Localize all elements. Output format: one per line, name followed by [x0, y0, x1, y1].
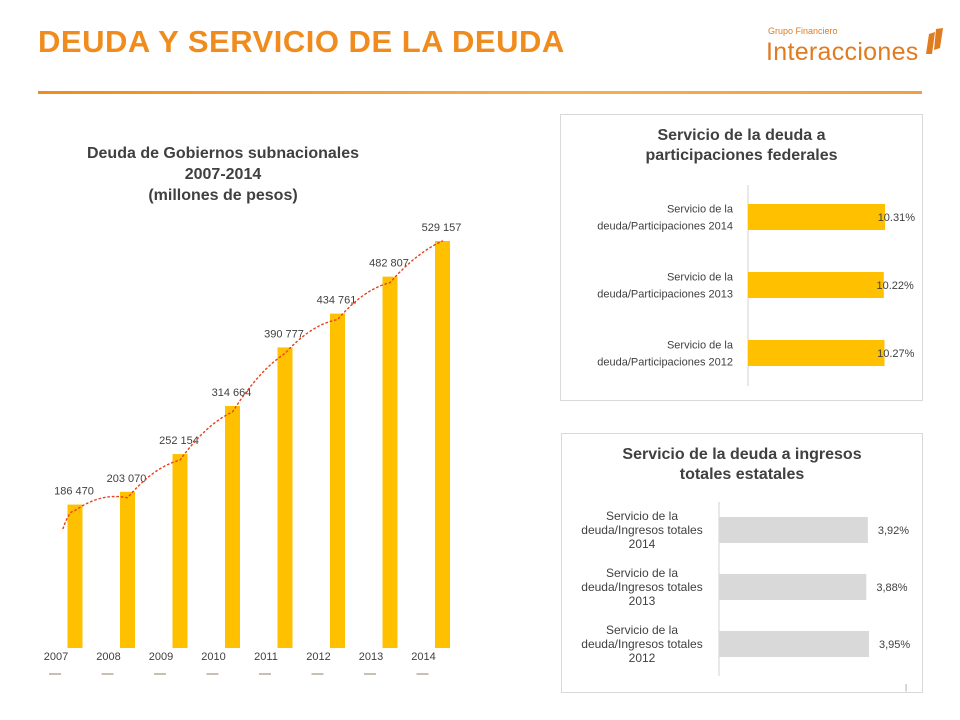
debt-bar-chart: Deuda de Gobiernos subnacionales 2007-201…: [44, 145, 462, 675]
debt-value-label: 390 777: [264, 328, 304, 340]
debt-year-label: 2009: [149, 651, 173, 663]
hbar-category-label: Servicio de la: [667, 204, 734, 216]
debt-bar: [225, 405, 240, 648]
hbar-category-label: deuda/Participaciones 2013: [597, 289, 733, 301]
page-title: DEUDA Y SERVICIO DE LA DEUDA: [38, 24, 565, 59]
brand-logo: Grupo Financiero Interacciones: [766, 26, 946, 66]
debt-year-label: 2012: [306, 651, 330, 663]
debt-value-label: 482 807: [369, 258, 409, 270]
debt-tick-mark: [154, 673, 166, 675]
debt-bar: [120, 491, 135, 648]
hbar: [748, 340, 885, 366]
debt-year-label: 2013: [359, 651, 383, 663]
hbar-category-label: Servicio de la: [667, 340, 734, 352]
debt-bar: [67, 504, 83, 648]
page-marker: |: [905, 683, 908, 692]
ingresos-title: Servicio de la deuda a ingresos totales …: [562, 445, 922, 485]
debt-value-label: 434 761: [317, 295, 357, 307]
hbar-category-label: deuda/Participaciones 2012: [597, 357, 733, 369]
hbar-category-label: deuda/Ingresos totales: [581, 580, 702, 594]
debt-tick-mark: [259, 673, 271, 675]
debt-trendline: [62, 240, 444, 530]
logo-wordmark: Interacciones: [766, 38, 919, 66]
debt-chart-title: (millones de pesos): [148, 187, 297, 204]
debt-chart-title: Deuda de Gobiernos subnacionales: [87, 145, 359, 162]
ingresos-title-line-2: totales estatales: [679, 466, 805, 483]
participaciones-panel: Servicio de la deuda a participaciones f…: [560, 114, 923, 401]
hbar-category-label: deuda/Ingresos totales: [581, 637, 702, 651]
logo-tagline: Grupo Financiero: [768, 26, 838, 36]
debt-tick-mark: [101, 673, 114, 675]
title-divider: [38, 91, 922, 94]
participaciones-title: Servicio de la deuda a participaciones f…: [561, 126, 922, 166]
debt-value-label: 529 157: [422, 222, 462, 234]
debt-tick-mark: [416, 673, 429, 675]
debt-tick-mark: [311, 673, 324, 675]
ingresos-title-line-1: Servicio de la deuda a ingresos: [622, 446, 862, 463]
hbar-category-label: Servicio de la: [606, 509, 678, 523]
hbar-category-label: 2014: [629, 537, 656, 551]
hbar-category-label: Servicio de la: [667, 272, 734, 284]
debt-value-label: 252 154: [159, 435, 199, 447]
debt-value-label: 186 470: [54, 486, 94, 498]
debt-bar: [172, 454, 188, 648]
logo-mark-icon: [926, 28, 943, 54]
debt-year-label: 2010: [201, 651, 225, 663]
debt-bar: [330, 313, 345, 648]
hbar: [748, 272, 884, 298]
participaciones-title-line-1: Servicio de la deuda a: [657, 127, 826, 144]
hbar-category-label: 2013: [629, 594, 656, 608]
debt-tick-mark: [364, 673, 376, 675]
debt-chart-title: 2007-2014: [185, 166, 262, 183]
hbar-value-label: 3,88%: [876, 582, 907, 594]
hbar-category-label: Servicio de la: [606, 566, 678, 580]
debt-year-label: 2014: [411, 651, 435, 663]
debt-bar: [435, 241, 450, 648]
hbar: [719, 517, 868, 543]
ingresos-panel: Servicio de la deuda a ingresos totales …: [561, 433, 923, 693]
debt-bar: [382, 276, 398, 648]
debt-value-label: 314 664: [212, 387, 252, 399]
debt-year-label: 2011: [254, 651, 278, 663]
debt-tick-mark: [49, 673, 61, 675]
hbar: [719, 574, 867, 600]
hbar-value-label: 10.27%: [877, 348, 915, 360]
debt-bar: [277, 347, 293, 648]
hbar-value-label: 10.22%: [876, 280, 914, 292]
participaciones-bar-chart: 10.31% Servicio de la deuda/Participacione…: [597, 185, 916, 386]
hbar-value-label: 3,95%: [879, 639, 910, 651]
hbar-value-label: 3,92%: [878, 525, 909, 537]
debt-year-label: 2007: [44, 651, 68, 663]
hbar-category-label: Servicio de la: [606, 623, 678, 637]
hbar-value-label: 10.31%: [878, 212, 916, 224]
participaciones-title-line-2: participaciones federales: [645, 147, 838, 164]
hbar: [719, 631, 869, 657]
hbar-category-label: 2012: [629, 651, 656, 665]
debt-tick-mark: [206, 673, 219, 675]
hbar-category-label: deuda/Ingresos totales: [581, 523, 702, 537]
debt-year-label: 2008: [96, 651, 120, 663]
hbar: [748, 204, 885, 230]
debt-value-label: 203 070: [107, 473, 147, 485]
hbar-category-label: deuda/Participaciones 2014: [597, 221, 733, 233]
